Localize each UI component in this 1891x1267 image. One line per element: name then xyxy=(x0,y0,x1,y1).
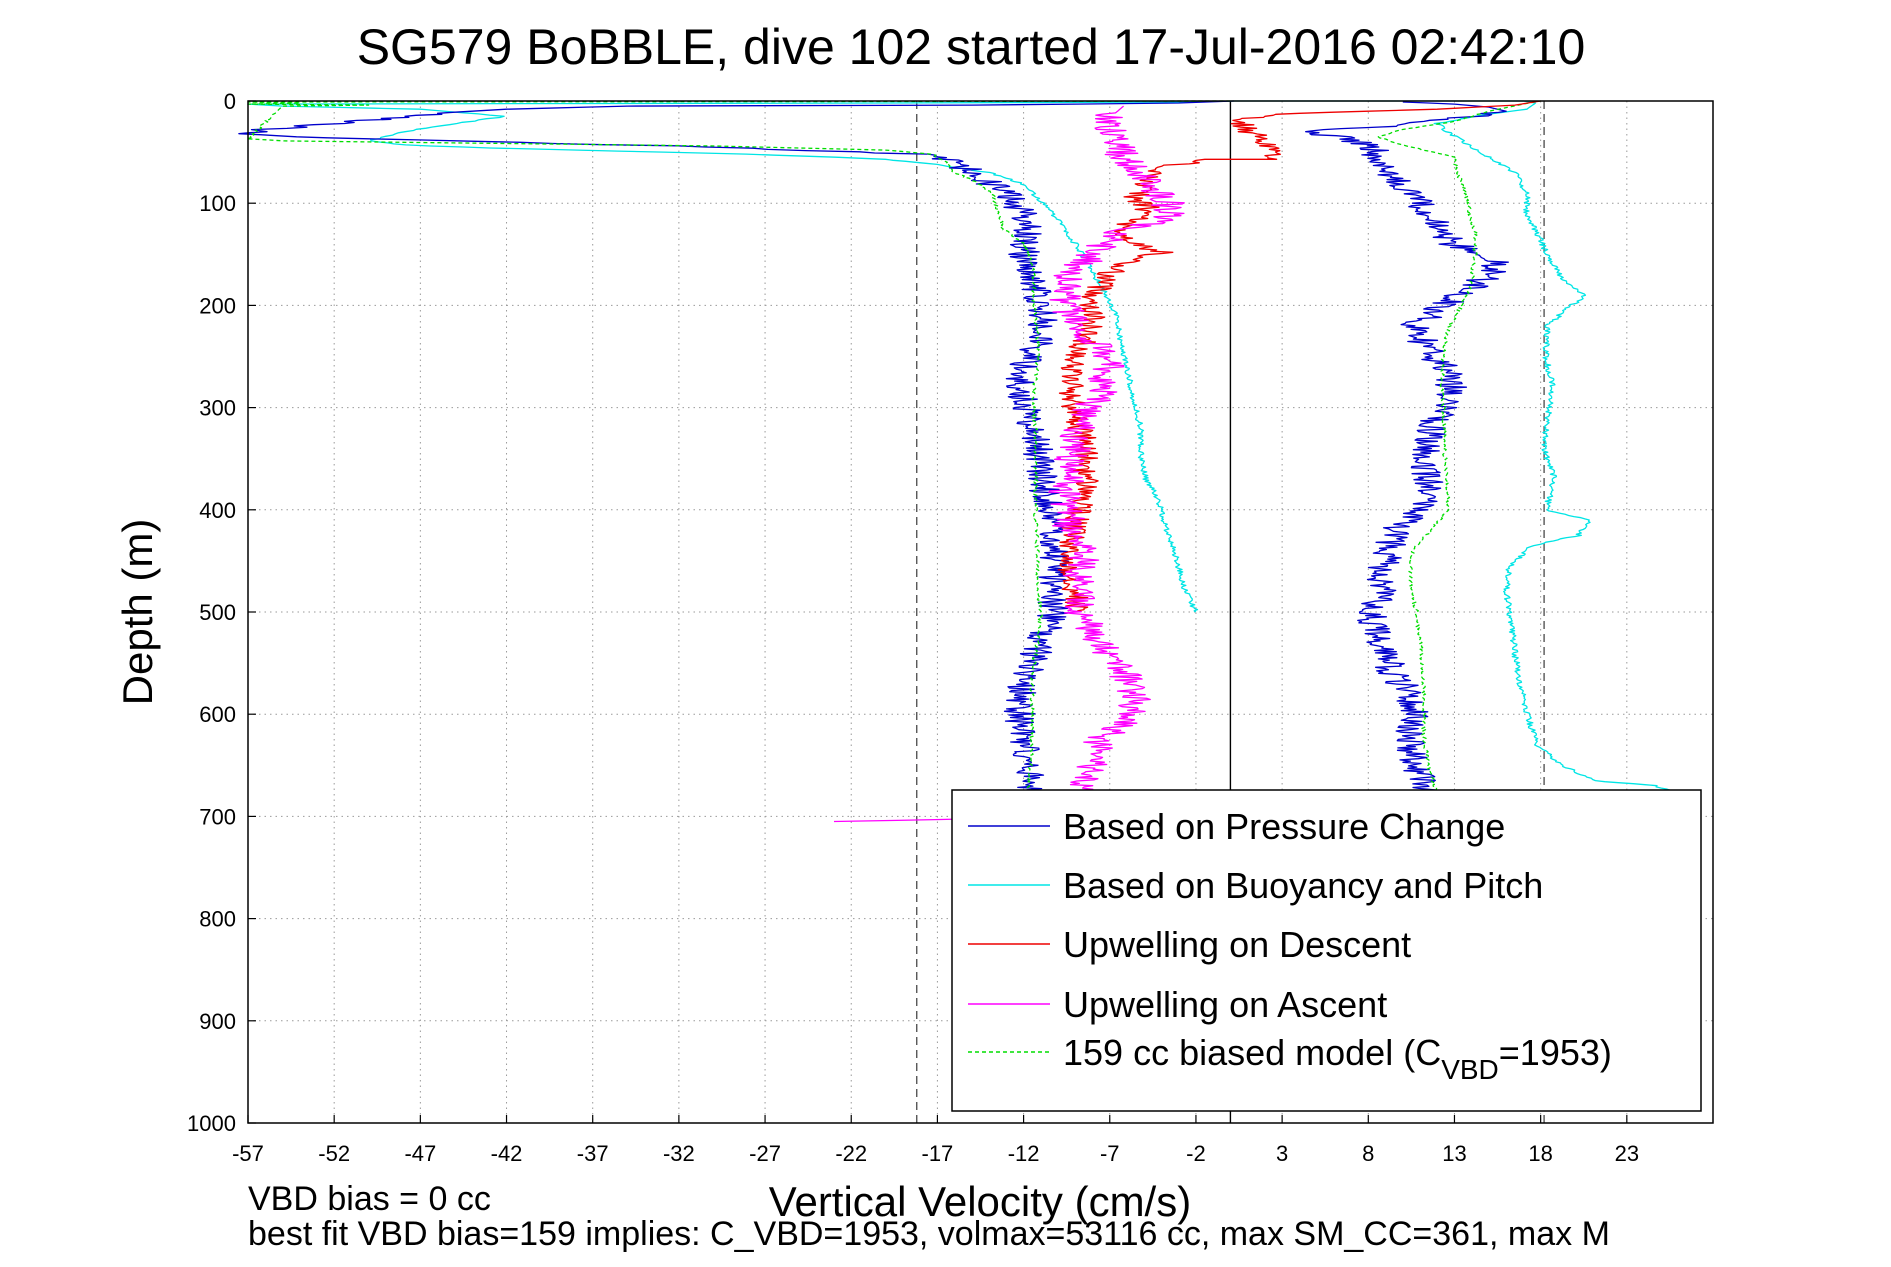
x-tick-label: 13 xyxy=(1442,1141,1466,1166)
x-tick-label: -32 xyxy=(663,1141,695,1166)
x-tick-label: -52 xyxy=(318,1141,350,1166)
y-tick-label: 0 xyxy=(224,89,236,114)
legend-label: Based on Buoyancy and Pitch xyxy=(1063,865,1543,906)
x-tick-label: -37 xyxy=(577,1141,609,1166)
series-line-3 xyxy=(833,105,1185,823)
y-tick-label: 300 xyxy=(199,396,236,421)
y-tick-label: 500 xyxy=(199,600,236,625)
chart-title: SG579 BoBBLE, dive 102 started 17-Jul-20… xyxy=(357,19,1586,75)
legend-box xyxy=(951,789,1702,1112)
y-tick-label: 900 xyxy=(199,1009,236,1034)
footer-best-fit: best fit VBD bias=159 implies: C_VBD=195… xyxy=(248,1215,1610,1253)
legend: Based on Pressure Change Based on Buoyanc… xyxy=(951,789,1702,1112)
y-tick-label: 600 xyxy=(199,702,236,727)
x-axis-label: Vertical Velocity (cm/s) xyxy=(769,1178,1191,1225)
x-tick-label: 23 xyxy=(1615,1141,1639,1166)
y-tick-label: 1000 xyxy=(187,1111,236,1136)
x-tick-label: -22 xyxy=(835,1141,867,1166)
y-tick-label: 100 xyxy=(199,191,236,216)
x-axis-ticks: -57 -52 -47 -42 -37 -32 -27 -22 -17 -12 -7 -2 3 8 13 18… xyxy=(232,1115,1639,1166)
x-tick-label: -42 xyxy=(491,1141,523,1166)
y-tick-label: 400 xyxy=(199,498,236,523)
y-axis-label: Depth (m) xyxy=(114,519,161,706)
y-tick-label: 800 xyxy=(199,907,236,932)
x-tick-label: -2 xyxy=(1186,1141,1206,1166)
x-tick-label: -47 xyxy=(404,1141,436,1166)
legend-label: Upwelling on Descent xyxy=(1063,924,1411,965)
legend-label: Based on Pressure Change xyxy=(1063,806,1505,847)
series-line-1 xyxy=(247,100,1697,807)
y-tick-label: 700 xyxy=(199,804,236,829)
x-tick-label: 18 xyxy=(1528,1141,1552,1166)
y-axis-ticks: 0 100 200 300 400 500 600 700 800 900 1000 xyxy=(187,89,256,1136)
x-tick-label: 3 xyxy=(1276,1141,1288,1166)
footer-vbd-bias: VBD bias = 0 cc xyxy=(248,1180,491,1218)
legend-label: 159 cc biased model (CVBD=1953) xyxy=(1063,1032,1612,1085)
x-tick-label: -57 xyxy=(232,1141,264,1166)
x-tick-label: 8 xyxy=(1362,1141,1374,1166)
x-tick-label: -7 xyxy=(1100,1141,1120,1166)
legend-label: Upwelling on Ascent xyxy=(1063,984,1387,1025)
x-tick-label: -27 xyxy=(749,1141,781,1166)
x-tick-label: -12 xyxy=(1008,1141,1040,1166)
y-tick-label: 200 xyxy=(199,293,236,318)
x-tick-label: -17 xyxy=(922,1141,954,1166)
